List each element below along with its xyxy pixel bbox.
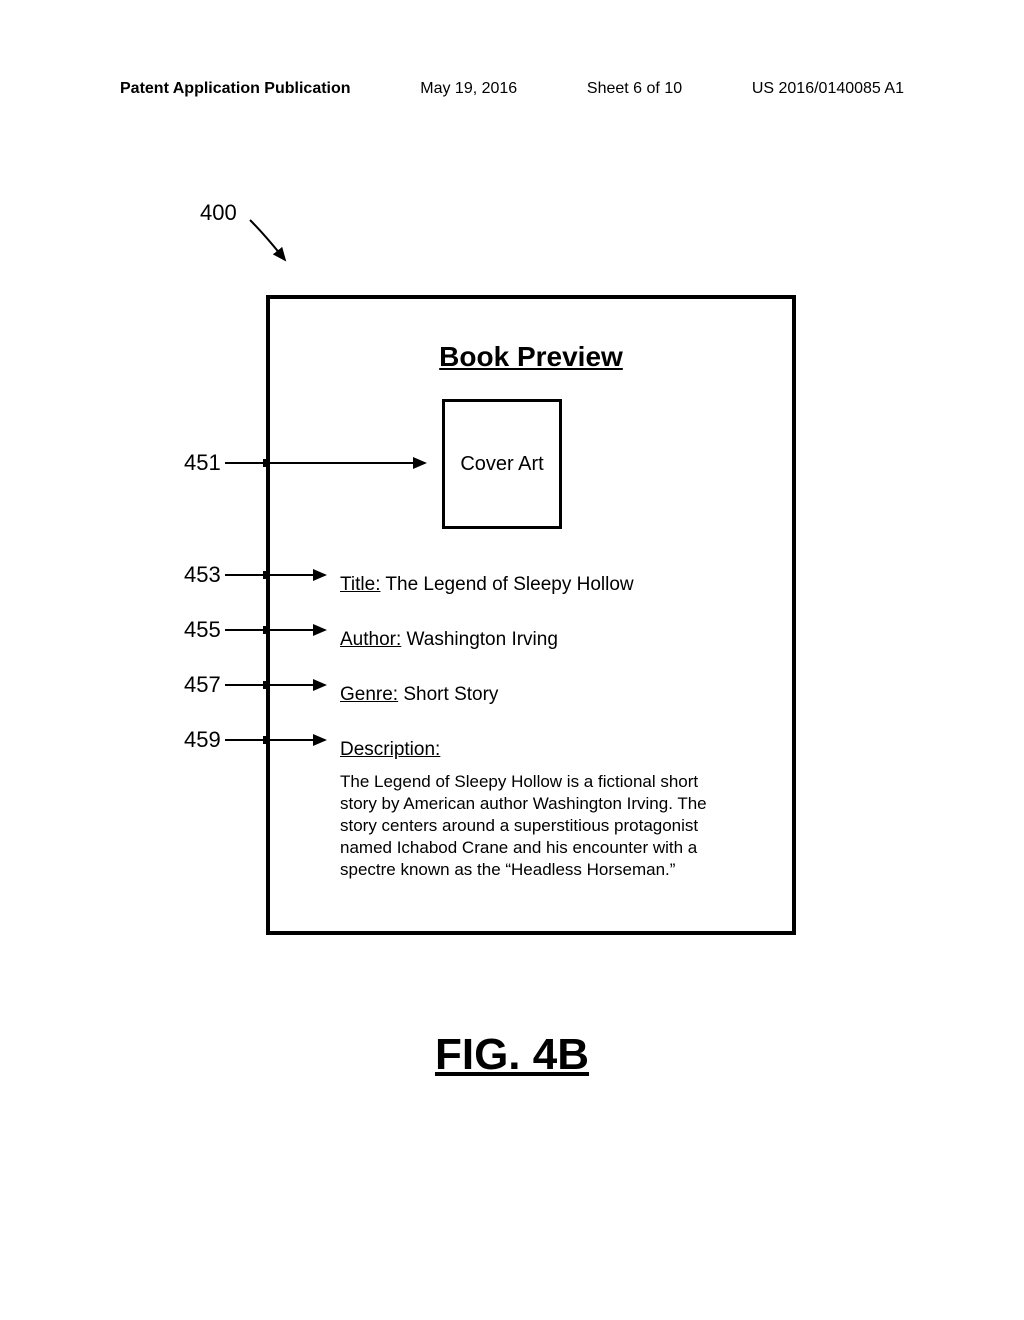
ref-label-453: 453 — [184, 562, 221, 588]
author-value: Washington Irving — [401, 629, 558, 650]
author-label: Author: — [340, 629, 401, 650]
ref-label-459: 459 — [184, 727, 221, 753]
arrow-400 — [245, 215, 305, 275]
description-text: The Legend of Sleepy Hollow is a fiction… — [340, 771, 730, 881]
ref-label-455: 455 — [184, 617, 221, 643]
genre-label: Genre: — [340, 684, 398, 705]
genre-value: Short Story — [398, 684, 498, 705]
description-label: Description: — [340, 739, 440, 760]
device-frame: Book Preview Cover Art Title: The Legend… — [266, 295, 796, 935]
connector-455 — [225, 628, 335, 648]
author-field: Author: Washington Irving — [340, 629, 558, 651]
title-value: The Legend of Sleepy Hollow — [380, 574, 633, 595]
connector-453 — [225, 573, 335, 593]
title-label: Title: — [340, 574, 380, 595]
ref-label-457: 457 — [184, 672, 221, 698]
description-field: Description: — [340, 739, 440, 761]
cover-art-label: Cover Art — [460, 453, 543, 476]
genre-field: Genre: Short Story — [340, 684, 498, 706]
figure-reference-400: 400 — [200, 200, 237, 226]
connector-459 — [225, 738, 335, 758]
header-sheet: Sheet 6 of 10 — [587, 80, 682, 98]
connector-457 — [225, 683, 335, 703]
page-header: Patent Application Publication May 19, 2… — [0, 80, 1024, 98]
ref-label-451: 451 — [184, 450, 221, 476]
cover-art-box: Cover Art — [442, 399, 562, 529]
header-pubnum: US 2016/0140085 A1 — [752, 80, 904, 98]
connector-451 — [225, 461, 440, 481]
title-field: Title: The Legend of Sleepy Hollow — [340, 574, 634, 596]
book-preview-title: Book Preview — [439, 341, 623, 373]
header-date: May 19, 2016 — [420, 80, 517, 98]
header-publication: Patent Application Publication — [120, 80, 351, 98]
figure-label: FIG. 4B — [435, 1030, 589, 1080]
